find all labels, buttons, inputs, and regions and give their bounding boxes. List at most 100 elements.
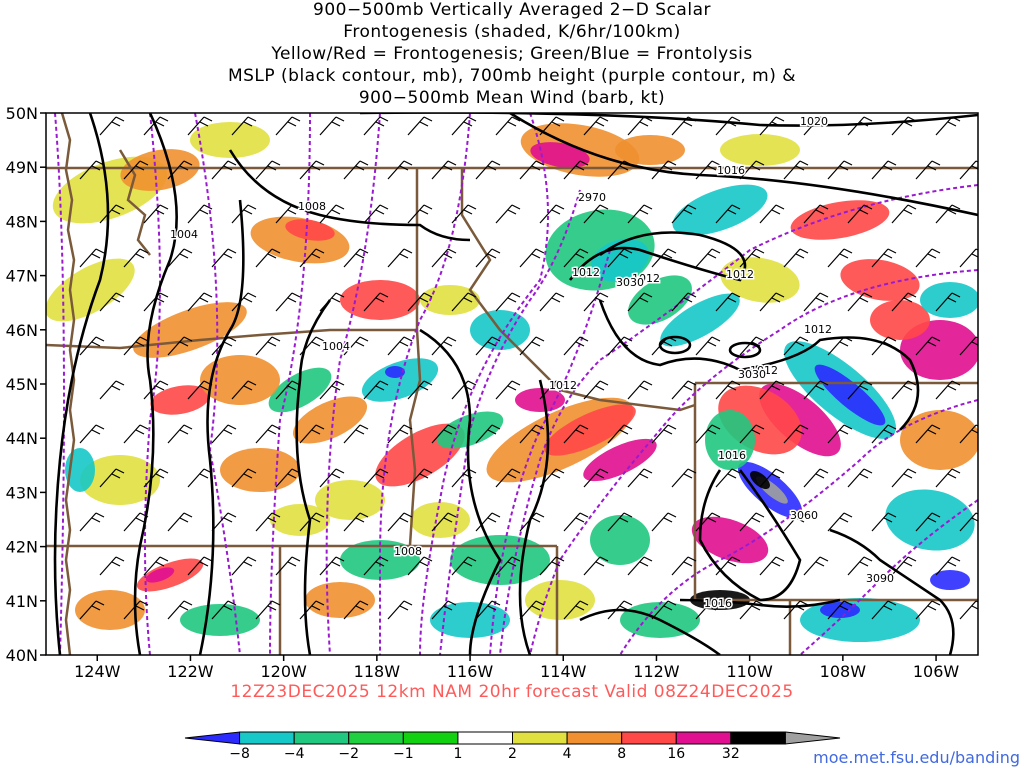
frontogenesis-patch <box>920 282 978 318</box>
wind-barb <box>495 292 521 312</box>
lat-label: 49N <box>6 158 38 177</box>
wind-barb <box>935 556 961 576</box>
frontogenesis-patch <box>930 570 970 590</box>
wind-barb <box>495 468 521 488</box>
wind-barb <box>79 160 105 180</box>
state-borders <box>46 113 978 655</box>
wind-barb <box>671 468 697 488</box>
wind-barb <box>671 204 697 224</box>
mslp-contour <box>728 341 762 359</box>
wind-barb <box>143 292 169 312</box>
lon-label: 110W <box>726 662 773 681</box>
frontogenesis-patch <box>820 602 860 618</box>
wind-barb <box>783 512 809 532</box>
wind-barb <box>431 248 457 268</box>
wind-barb <box>871 424 897 444</box>
mslp-contour <box>829 528 955 655</box>
lon-label: 124W <box>74 662 121 681</box>
wind-barb <box>827 512 853 532</box>
wind-barb <box>363 556 389 576</box>
wind-barb <box>431 512 457 532</box>
frontogenesis-patch <box>720 134 800 166</box>
wind-barb <box>935 116 961 136</box>
frontogenesis-patch <box>900 410 978 470</box>
wind-barb <box>671 380 697 400</box>
wind-barb <box>99 116 125 136</box>
wind-barb <box>607 600 633 620</box>
wind-barb <box>299 600 325 620</box>
wind-barb <box>651 424 677 444</box>
wind-barb <box>651 160 677 180</box>
wind-barb <box>695 512 721 532</box>
wind-barb <box>539 380 565 400</box>
wind-barb <box>671 556 697 576</box>
site-url[interactable]: moe.met.fsu.edu/banding <box>813 748 1020 767</box>
wind-barb <box>275 380 301 400</box>
wind-barb <box>363 380 389 400</box>
mslp-contours <box>53 113 978 655</box>
wind-barb <box>167 248 193 268</box>
frontogenesis-patch <box>80 455 160 505</box>
frontogenesis-patch <box>544 404 636 456</box>
height-contour <box>799 499 978 655</box>
wind-barb <box>871 160 897 180</box>
frontogenesis-patch <box>180 604 260 636</box>
lat-label: 40N <box>6 646 38 665</box>
colorbar-tick-label: −4 <box>283 746 305 762</box>
wind-barb <box>739 424 765 444</box>
colorbar-cell <box>675 731 732 745</box>
wind-barb <box>495 116 521 136</box>
title-line-2: Frontogenesis (shaded, K/6hr/100km) <box>343 22 681 42</box>
wind-barb <box>319 468 345 488</box>
wind-barb <box>651 512 677 532</box>
wind-barb <box>143 204 169 224</box>
wind-barb <box>715 556 741 576</box>
wind-barb <box>847 292 873 312</box>
wind-barb <box>343 512 369 532</box>
wind-barb <box>231 468 257 488</box>
wind-barb <box>387 600 413 620</box>
wind-barb <box>143 380 169 400</box>
lat-label: 42N <box>6 538 38 557</box>
lon-label: 118W <box>354 662 401 681</box>
puget-sound <box>118 149 151 256</box>
wind-barb <box>299 336 325 356</box>
wind-barb <box>123 160 149 180</box>
wind-barb <box>583 116 609 136</box>
wind-barb <box>783 600 809 620</box>
wind-barb <box>167 600 193 620</box>
contour-labels: 1020 1016 1008 1004 1012 1012 1004 1012 1012 1012… <box>169 114 896 612</box>
wind-barb <box>563 600 589 620</box>
lat-label: 43N <box>6 483 38 502</box>
wind-barb <box>539 116 565 136</box>
wind-barb <box>671 116 697 136</box>
wind-barb <box>143 468 169 488</box>
wind-barb <box>935 380 961 400</box>
wind-barb <box>475 424 501 444</box>
wind-barb <box>695 336 721 356</box>
wind-barb <box>475 248 501 268</box>
wind-barb <box>343 248 369 268</box>
wind-barb <box>607 336 633 356</box>
colorbar-cell <box>293 731 350 745</box>
wind-barb <box>387 160 413 180</box>
frontogenesis-patch <box>420 285 480 315</box>
colorbar-cell <box>457 731 513 745</box>
wind-barb <box>759 380 785 400</box>
wind-barb <box>99 380 125 400</box>
wind-barb <box>627 204 653 224</box>
wind-barb <box>343 424 369 444</box>
mslp-label: 1012 <box>572 266 600 279</box>
wind-barb <box>539 292 565 312</box>
mslp-label: 1004 <box>322 340 350 353</box>
wind-barb <box>915 248 941 268</box>
wind-barb <box>827 424 853 444</box>
map-panel: 1020 1016 1008 1004 1012 1012 1004 1012 1012 1012… <box>6 104 979 681</box>
colorbar-tick-label: −8 <box>229 746 250 762</box>
height-contour <box>194 113 241 655</box>
wind-barb <box>299 160 325 180</box>
wind-barb <box>739 248 765 268</box>
wind-barb <box>739 512 765 532</box>
frontogenesis-patch <box>410 502 470 538</box>
wind-barb <box>695 424 721 444</box>
